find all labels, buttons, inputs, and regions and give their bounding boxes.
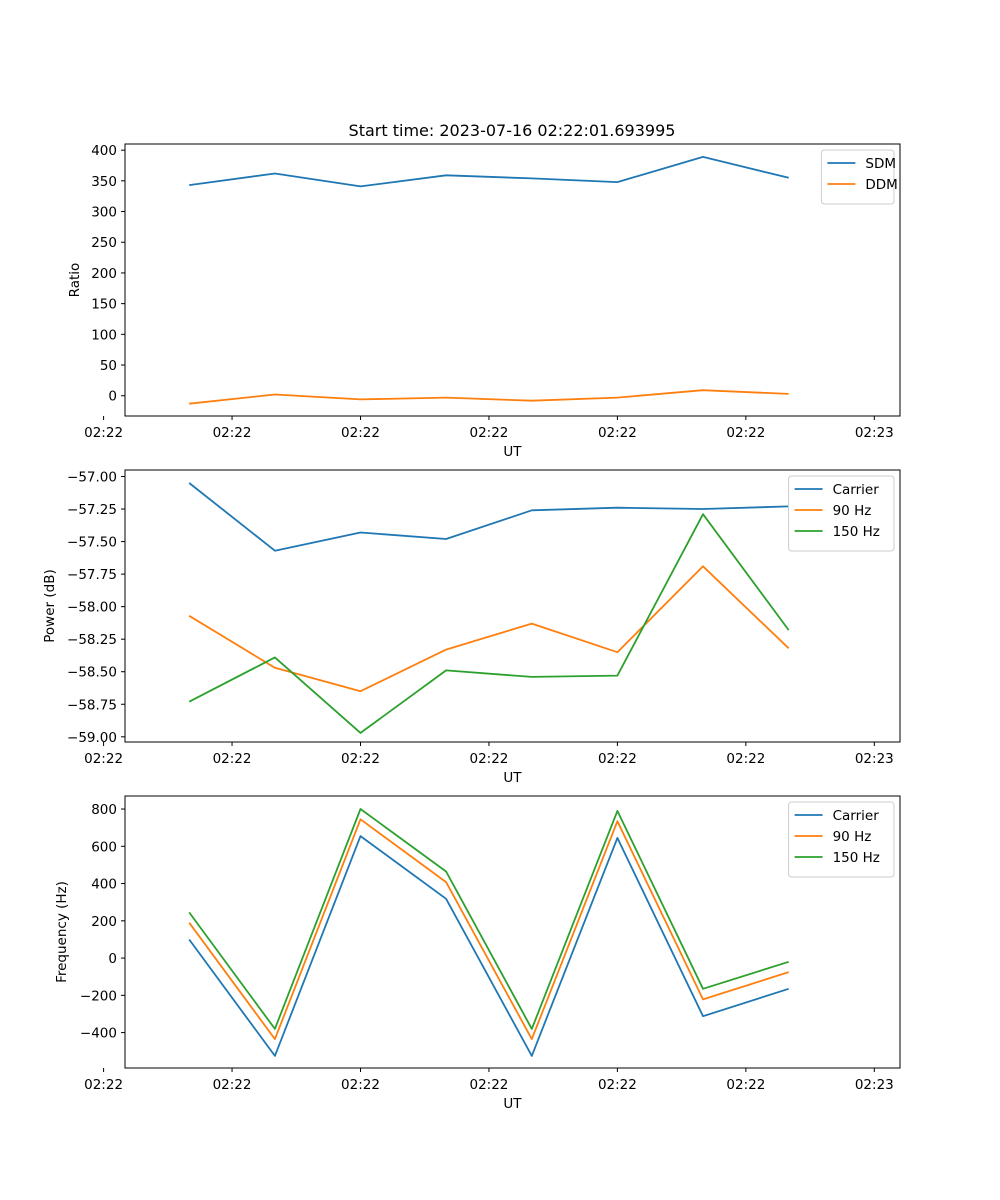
- legend-box: [788, 475, 895, 552]
- y-tick-label: −57.50: [67, 535, 117, 551]
- y-tick-label: −58.00: [67, 600, 117, 616]
- axes-frame: [124, 143, 901, 417]
- y-tick-label: 0: [108, 951, 117, 967]
- y-axis-label: Ratio: [67, 263, 83, 298]
- legend: Carrier 90 Hz 150 Hz: [788, 475, 895, 552]
- y-tick-label: −58.75: [67, 697, 117, 713]
- x-tick-label: 02:23: [855, 1077, 894, 1093]
- legend: Carrier 90 Hz 150 Hz: [788, 801, 895, 878]
- legend-label: SDM: [865, 156, 896, 172]
- legend-label: DDM: [865, 177, 897, 193]
- series-line-carrier: [188, 835, 789, 1057]
- x-tick-label: 02:23: [855, 425, 894, 441]
- x-tick-label: 02:22: [213, 425, 252, 441]
- y-axis-label: Frequency (Hz): [54, 881, 70, 983]
- x-tick-label: 02:22: [84, 425, 123, 441]
- x-tick-label: 02:22: [726, 425, 765, 441]
- y-tick-label: 200: [91, 914, 117, 930]
- x-tick-label: 02:22: [598, 425, 637, 441]
- x-tick-label: 02:22: [469, 751, 508, 767]
- y-tick-label: −57.00: [67, 470, 117, 486]
- x-tick-label: 02:23: [855, 751, 894, 767]
- y-axis-label: Power (dB): [42, 569, 58, 642]
- y-tick-label: 200: [91, 266, 117, 282]
- subplot-3: 02:22 02:22 02:22 02:22 02:22 02:22 02:23 −400 −…: [54, 795, 901, 1112]
- y-tick-label: 0: [108, 389, 117, 405]
- legend-label: 90 Hz: [833, 503, 872, 519]
- y-tick-label: −59.00: [67, 730, 117, 746]
- legend-label: 150 Hz: [833, 850, 880, 866]
- x-tick-label: 02:22: [341, 425, 380, 441]
- legend-label: Carrier: [833, 482, 880, 498]
- y-tick-label: −58.50: [67, 665, 117, 681]
- series-line-90-hz: [188, 565, 790, 693]
- y-tick-label: 350: [91, 174, 117, 190]
- legend-label: 150 Hz: [833, 524, 880, 540]
- axes-frame: [124, 469, 901, 743]
- series-line-sdm: [189, 155, 789, 188]
- x-tick-label: 02:22: [213, 1077, 252, 1093]
- y-tick-label: −400: [80, 1026, 117, 1042]
- series-line-150-hz: [188, 808, 789, 1030]
- x-tick-label: 02:22: [341, 751, 380, 767]
- y-tick-label: 400: [91, 143, 117, 159]
- x-tick-label: 02:22: [598, 1077, 637, 1093]
- y-tick-label: 800: [91, 802, 117, 818]
- series-line-carrier: [188, 482, 789, 552]
- y-tick-label: 150: [91, 297, 117, 313]
- legend-label: Carrier: [833, 808, 880, 824]
- x-tick-label: 02:22: [84, 1077, 123, 1093]
- series-line-ddm: [189, 389, 789, 405]
- y-tick-label: 300: [91, 205, 117, 221]
- legend-label: 90 Hz: [833, 829, 872, 845]
- y-tick-label: −57.75: [67, 567, 117, 583]
- y-tick-label: 400: [91, 877, 117, 893]
- series-line-150-hz: [188, 513, 790, 734]
- y-tick-label: 50: [100, 358, 117, 374]
- x-tick-label: 02:22: [341, 1077, 380, 1093]
- y-tick-label: 100: [91, 327, 117, 343]
- series-line-90-hz: [188, 818, 789, 1040]
- y-tick-label: 250: [91, 235, 117, 251]
- x-tick-label: 02:22: [84, 751, 123, 767]
- x-axis-label: UT: [503, 444, 522, 460]
- figure-title: Start time: 2023-07-16 02:22:01.693995: [349, 121, 676, 140]
- y-tick-label: −58.25: [67, 632, 117, 648]
- y-tick-label: 600: [91, 839, 117, 855]
- subplots: 02:22 02:22 02:22 02:22 02:22 02:22 02:23 0 50 10…: [42, 143, 901, 1112]
- y-tick-label: −57.25: [67, 502, 117, 518]
- subplot-2: 02:22 02:22 02:22 02:22 02:22 02:22 02:23 −59.0…: [42, 469, 901, 786]
- x-tick-label: 02:22: [598, 751, 637, 767]
- x-tick-label: 02:22: [726, 751, 765, 767]
- x-tick-label: 02:22: [469, 425, 508, 441]
- subplot-1: 02:22 02:22 02:22 02:22 02:22 02:22 02:23 0 50 10…: [67, 143, 901, 460]
- x-axis-label: UT: [503, 770, 522, 786]
- y-tick-label: −200: [80, 988, 117, 1004]
- x-axis-label: UT: [503, 1096, 522, 1112]
- x-tick-label: 02:22: [469, 1077, 508, 1093]
- legend-box: [788, 801, 895, 878]
- axes-frame: [124, 795, 901, 1069]
- x-tick-label: 02:22: [213, 751, 252, 767]
- x-tick-label: 02:22: [726, 1077, 765, 1093]
- legend: SDM DDM: [820, 149, 898, 205]
